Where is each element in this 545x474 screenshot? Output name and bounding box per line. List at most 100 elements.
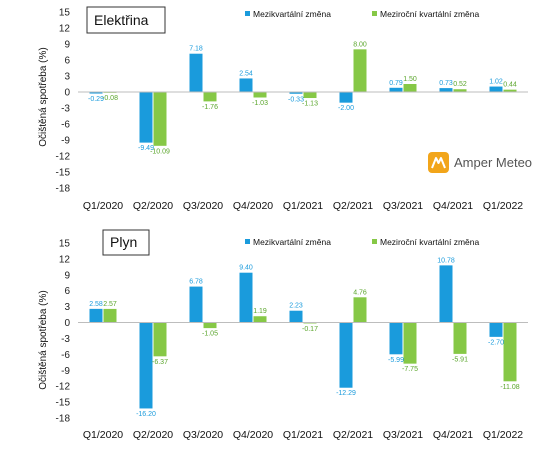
data-label-mq: 10.78 <box>437 257 455 264</box>
x-tick-label: Q3/2020 <box>183 200 223 212</box>
bar-mq <box>189 286 203 323</box>
data-label-yoy: -7.75 <box>402 366 418 373</box>
x-tick-label: Q4/2021 <box>433 200 473 212</box>
bar-mq <box>339 322 353 388</box>
data-label-yoy: -6.37 <box>152 359 168 366</box>
bar-mq <box>489 322 503 337</box>
data-label-yoy: -0.08 <box>102 95 118 102</box>
bar-mq <box>239 78 253 92</box>
x-tick-label: Q1/2022 <box>483 200 523 212</box>
legend: Mezikvartální změna Meziroční kvartální … <box>245 237 479 247</box>
bar-mq <box>489 86 503 92</box>
data-label-yoy: -1.05 <box>202 331 218 338</box>
bar-mq <box>89 308 103 323</box>
bar-mq <box>289 310 303 323</box>
title-box <box>86 6 166 34</box>
data-label-yoy: 0.44 <box>503 82 517 89</box>
data-label-mq: -0.29 <box>88 96 104 103</box>
y-tick-label: 15 <box>59 8 71 19</box>
x-tick-label: Q1/2021 <box>283 200 323 212</box>
x-tick-label: Q1/2020 <box>83 200 123 212</box>
bar-yoy <box>453 89 467 92</box>
bar-yoy <box>453 322 467 354</box>
data-label-mq: 1.02 <box>489 79 503 86</box>
data-label-yoy: 8.00 <box>353 41 367 48</box>
y-tick-label: 15 <box>59 239 71 250</box>
bar-yoy <box>403 84 417 92</box>
y-axis-label: Očištěná spotřeba (%) <box>38 47 49 147</box>
bar-mq <box>189 53 203 92</box>
x-tick-label: Q1/2021 <box>283 429 323 441</box>
data-label-mq: 2.58 <box>89 301 103 308</box>
y-tick-label: 6 <box>64 286 70 297</box>
legend: Mezikvartální změna Meziroční kvartální … <box>245 9 479 19</box>
y-tick-label: -18 <box>56 184 71 195</box>
data-label-yoy: -5.91 <box>452 356 468 363</box>
x-tick-labels: Q1/2020 Q2/2020 Q3/2020 Q4/2020 Q1/2021 Q2/20… <box>83 429 523 441</box>
y-tick-label: -12 <box>56 152 71 163</box>
bar-yoy <box>153 92 167 146</box>
data-label-mq: -9.49 <box>138 145 154 152</box>
data-label-yoy: 0.52 <box>453 81 467 88</box>
data-label-mq: 7.18 <box>189 46 203 53</box>
y-tick-label: -15 <box>56 168 71 179</box>
bar-yoy <box>103 308 117 323</box>
data-label-mq: 2.23 <box>289 303 303 310</box>
x-tick-label: Q4/2020 <box>233 429 273 441</box>
y-tick-label: -12 <box>56 382 71 393</box>
y-tick-label: -3 <box>61 334 70 345</box>
y-tick-label: 6 <box>64 56 70 67</box>
x-tick-label: Q3/2021 <box>383 429 423 441</box>
y-tick-label: -3 <box>61 104 70 115</box>
bar-mq <box>139 92 153 143</box>
bar-yoy <box>353 49 367 92</box>
y-tick-label: 3 <box>64 302 70 313</box>
bar-yoy <box>203 92 217 102</box>
legend-label-yoy: Meziroční kvartální změna <box>380 237 479 247</box>
x-tick-label: Q1/2020 <box>83 429 123 441</box>
data-label-yoy: -1.76 <box>202 104 218 111</box>
legend-label-yoy: Meziroční kvartální změna <box>380 9 479 19</box>
bar-mq <box>239 272 253 323</box>
x-tick-label: Q2/2021 <box>333 429 373 441</box>
y-tick-label: 0 <box>64 318 70 329</box>
bar-mq <box>139 322 153 409</box>
bar-mq <box>339 92 353 103</box>
x-tick-label: Q2/2020 <box>133 200 173 212</box>
y-tick-label: -18 <box>56 414 71 425</box>
y-tick-label: 0 <box>64 88 70 99</box>
bar-mq <box>389 322 403 355</box>
bar-yoy <box>203 322 217 329</box>
bars <box>89 49 517 146</box>
y-tick-label: 9 <box>64 40 70 51</box>
data-label-mq: -5.99 <box>388 357 404 364</box>
data-label-mq: 0.79 <box>389 80 403 87</box>
bar-yoy <box>153 322 167 357</box>
data-label-yoy: 1.50 <box>403 76 417 83</box>
data-label-mq: -0.33 <box>288 96 304 103</box>
y-tick-label: 12 <box>59 254 71 265</box>
data-label-mq: 2.54 <box>239 70 253 77</box>
data-label-mq: 9.40 <box>239 265 253 272</box>
y-tick-labels: 15 12 9 6 3 0 -3 -6 -9 -12 -15 -18 <box>56 239 71 425</box>
chart-title: Elektřina <box>94 12 149 28</box>
data-label-mq: -12.29 <box>336 390 356 397</box>
legend-swatch-yoy <box>372 239 377 244</box>
data-label-mq: 0.73 <box>439 80 453 87</box>
data-label-yoy: 1.19 <box>253 308 267 315</box>
x-tick-label: Q1/2022 <box>483 429 523 441</box>
legend-label-mq: Mezikvartální změna <box>253 9 331 19</box>
chart-panel-gas: Očištěná spotřeba (%) 15 12 9 6 3 0 -3 -6 -9 -12 -… <box>38 229 528 441</box>
y-tick-label: 9 <box>64 270 70 281</box>
data-label-yoy: -1.13 <box>302 101 318 108</box>
data-label-yoy: 4.76 <box>353 289 367 296</box>
data-label-mq: -2.70 <box>488 339 504 346</box>
data-labels: 2.58 2.57 -16.20 -6.37 6.78 -1.05 9.40 1.19 2.23… <box>89 257 520 418</box>
legend-swatch-mq <box>245 11 250 16</box>
data-label-yoy: -10.09 <box>150 148 170 155</box>
x-tick-label: Q2/2020 <box>133 429 173 441</box>
x-tick-label: Q3/2021 <box>383 200 423 212</box>
bar-yoy <box>503 322 517 382</box>
bar-yoy <box>303 92 317 99</box>
y-axis-label: Očištěná spotřeba (%) <box>38 290 49 390</box>
